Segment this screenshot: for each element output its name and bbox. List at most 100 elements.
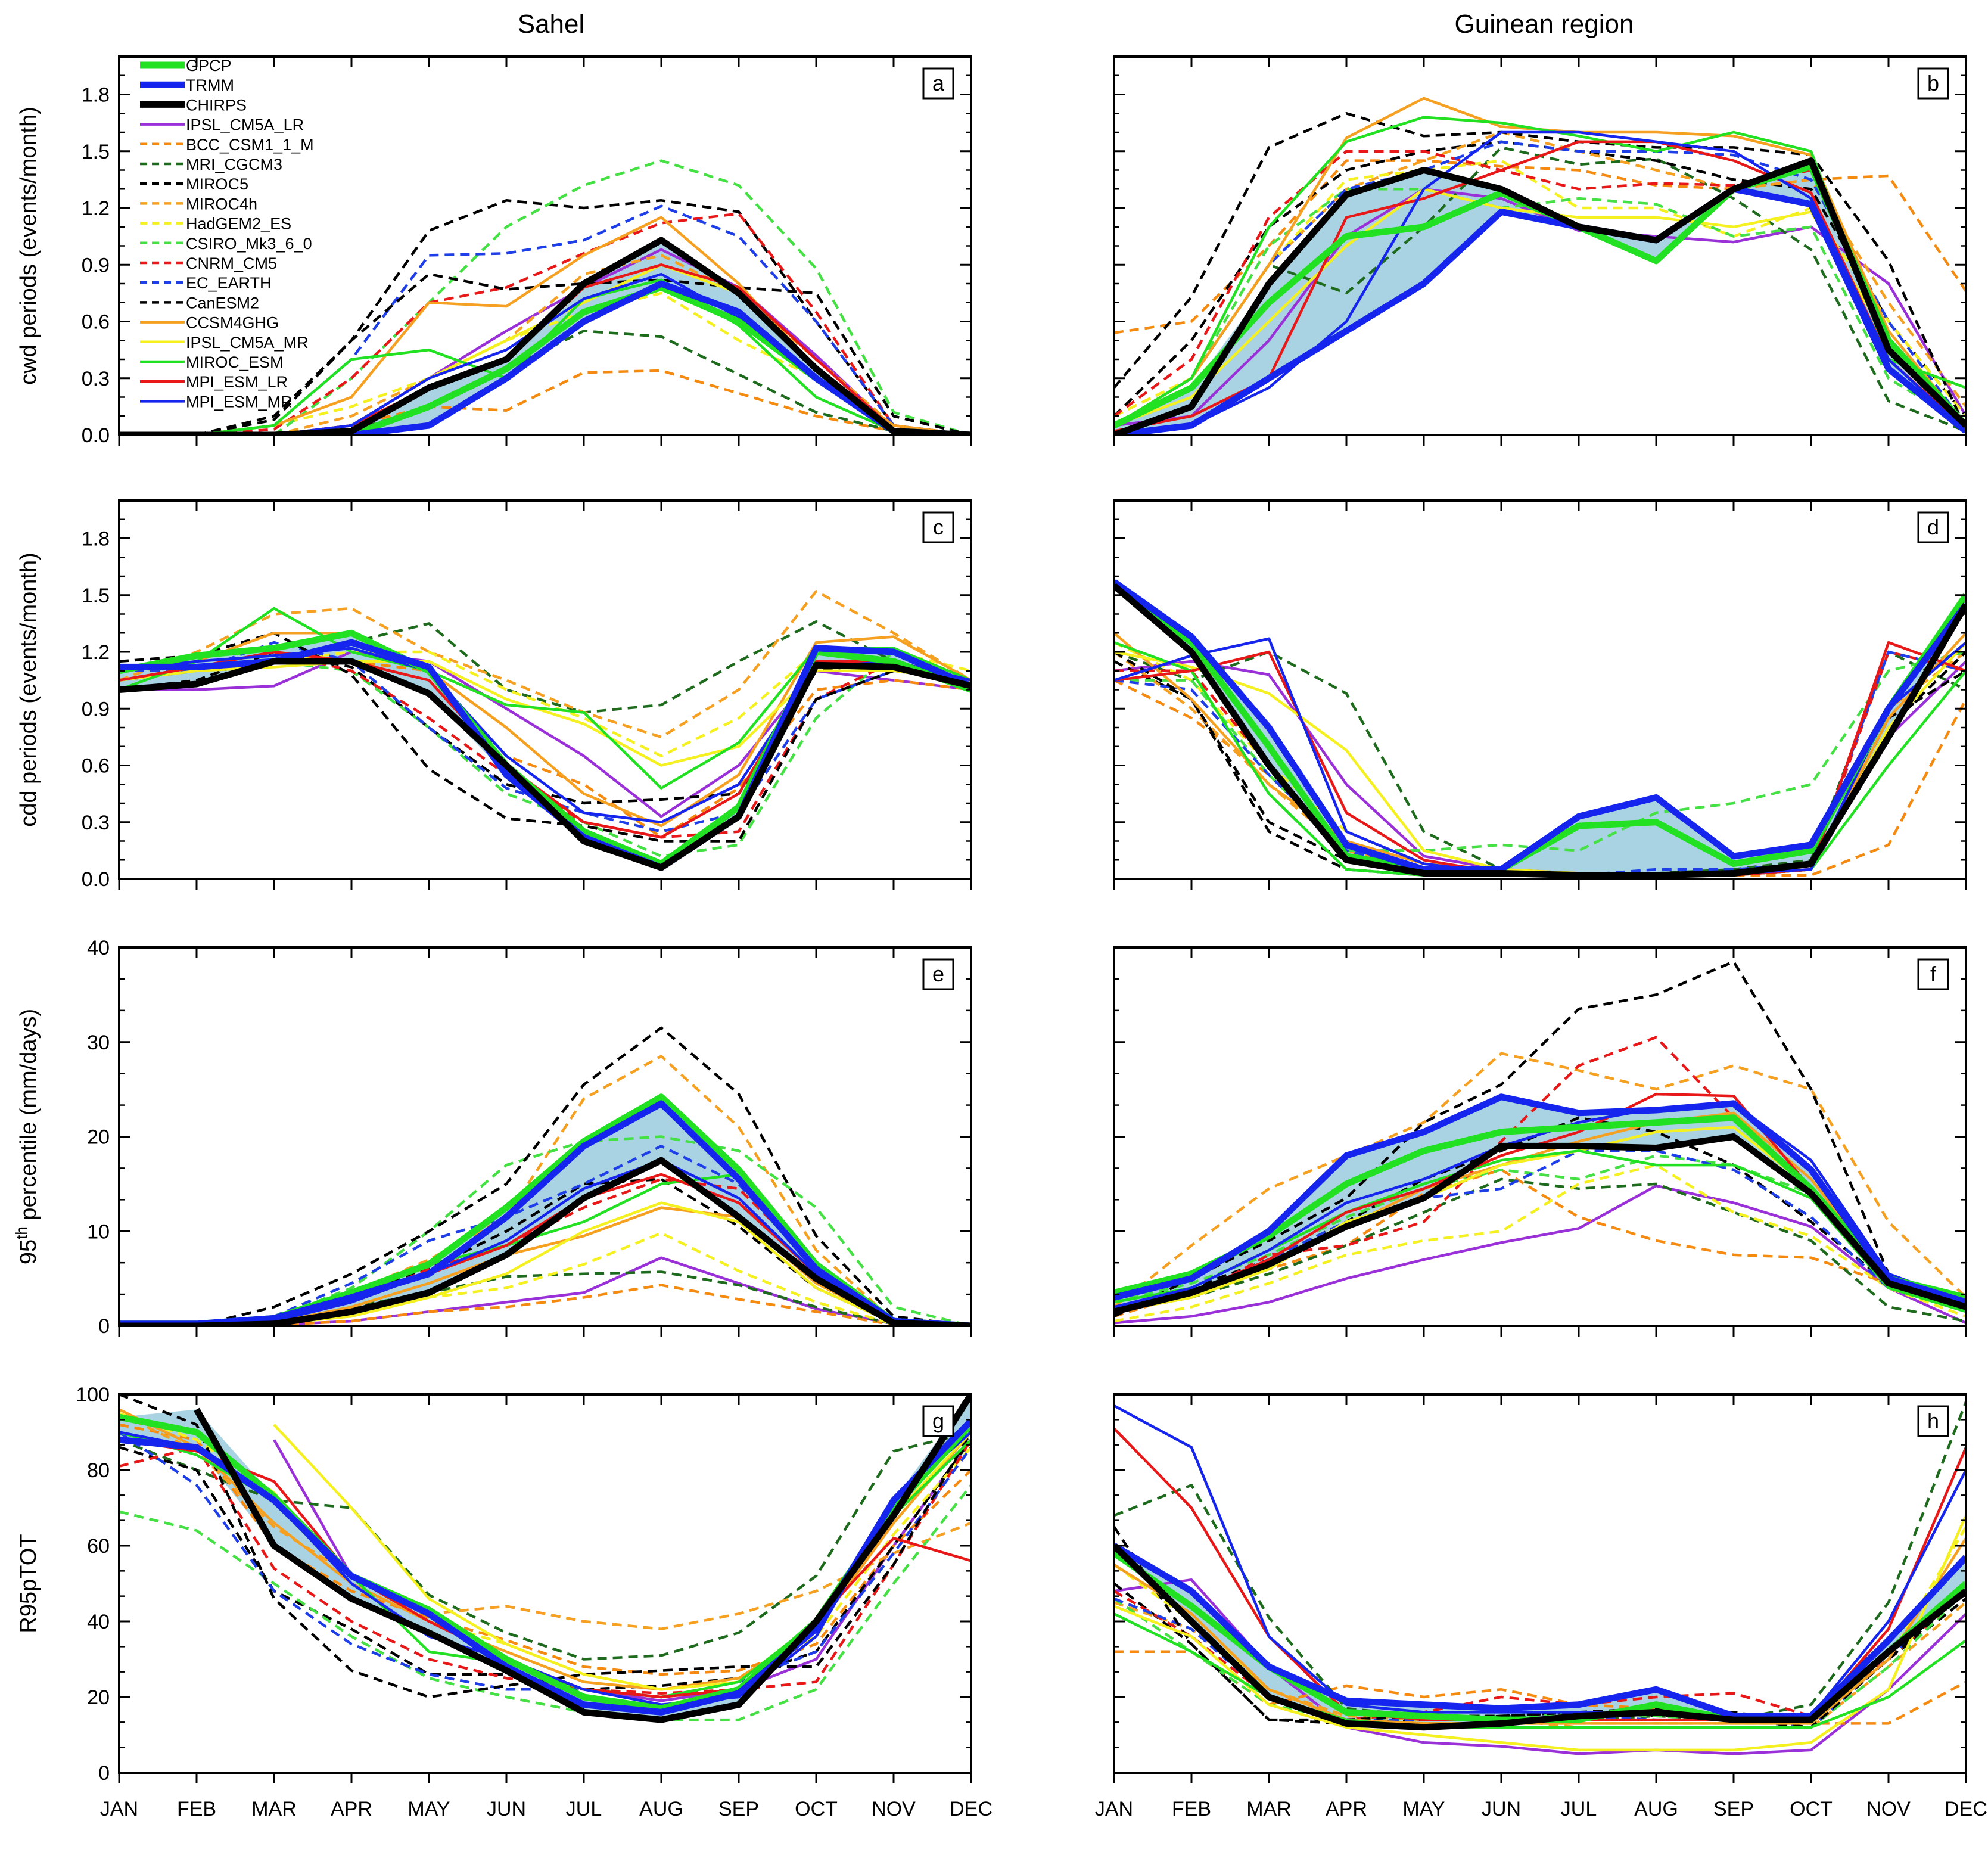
- series-ipsl-cm5a-lr: [119, 650, 971, 818]
- ytick-label: 0.9: [82, 698, 110, 720]
- panel-label: b: [1927, 71, 1939, 95]
- ytick-label: 20: [87, 1686, 110, 1709]
- legend-label-miroc5: MIROC5: [186, 175, 248, 193]
- legend-label-csiro-mk3-6-0: CSIRO_Mk3_6_0: [186, 235, 312, 253]
- xtick-label: SEP: [718, 1798, 759, 1820]
- legend-label-ipsl-cm5a-mr: IPSL_CM5A_MR: [186, 334, 309, 352]
- ylabel: cwd periods (events/month): [16, 107, 41, 385]
- series-canesm2: [1114, 1526, 1966, 1729]
- xtick-label: JAN: [100, 1798, 138, 1820]
- plot-frame: [1113, 1393, 1967, 1774]
- series-gpcp: [119, 629, 971, 868]
- series-trmm: [119, 1100, 971, 1327]
- xtick-label: AUG: [639, 1798, 683, 1820]
- series-ipsl-cm5a-mr: [1114, 1515, 1966, 1752]
- ytick-label: 1.5: [82, 585, 110, 607]
- series-bcc-csm1-1-m: [1114, 159, 1966, 334]
- panel-label-box: [922, 1405, 954, 1437]
- ytick-label: 0.0: [82, 424, 110, 447]
- observation-envelope: [119, 1096, 971, 1326]
- series-ccsm4ghg: [1114, 1537, 1966, 1725]
- panel-d: d: [1113, 499, 1967, 890]
- panel-h: JAN FEB MAR APR MAY JUN JUL AUG SEP OCT NOV DEC h: [1095, 1393, 1987, 1820]
- ylabel: R95pTOT: [16, 1534, 41, 1633]
- series-trmm: [1114, 579, 1966, 873]
- ytick-label: 0: [98, 1315, 110, 1338]
- xtick-label: SEP: [1713, 1798, 1754, 1820]
- xtick-label: MAR: [1246, 1798, 1292, 1820]
- series-trmm: [1114, 185, 1966, 436]
- panel-label: g: [932, 1409, 944, 1433]
- series-mri-cgcm3: [119, 1431, 971, 1661]
- series-chirps: [1114, 157, 1966, 436]
- ytick-label: 30: [87, 1031, 110, 1054]
- series-canesm2: [119, 1026, 971, 1327]
- ytick-label: 60: [87, 1535, 110, 1558]
- series-miroc4h: [1114, 1052, 1966, 1309]
- xtick-label: MAR: [251, 1798, 297, 1820]
- legend-label-cnrm-cm5: CNRM_CM5: [186, 254, 277, 272]
- ylabel: cdd periods (events/month): [16, 552, 41, 826]
- legend-label-ccsm4ghg: CCSM4GHG: [186, 314, 279, 332]
- panel-label-box: [922, 958, 954, 990]
- series-canesm2: [119, 272, 971, 436]
- series-hadgem2-es: [1114, 1163, 1966, 1323]
- panel-label: h: [1927, 1409, 1939, 1433]
- ytick-label: 1.8: [82, 84, 110, 107]
- series-cnrm-cm5: [119, 212, 971, 436]
- ytick-label: 0.3: [82, 812, 110, 834]
- series-mpi-esm-mr: [1114, 1102, 1966, 1309]
- ytick-label: 0.6: [82, 755, 110, 778]
- panel-label-box: [1917, 958, 1949, 990]
- series-chirps: [119, 1157, 971, 1327]
- xtick-label: JAN: [1095, 1798, 1133, 1820]
- series-ccsm4ghg: [119, 632, 971, 828]
- series-csiro-mk3-6-0: [1114, 188, 1966, 427]
- legend-label-bcc-csm1-1-m: BCC_CSM1_1_M: [186, 136, 314, 154]
- xtick-label: FEB: [1172, 1798, 1211, 1820]
- panel-a: 0.0 0.3 0.6 0.9 1.2 1.5 1.8 cwd periods (events…: [16, 55, 972, 447]
- series-miroc4h: [119, 1412, 971, 1630]
- ytick-label: 10: [87, 1220, 110, 1243]
- column-title-guinean: Guinean region: [1455, 10, 1634, 39]
- ylabel: 95th percentile (mm/days): [13, 1009, 41, 1264]
- series-chirps: [1114, 1133, 1966, 1315]
- series-miroc-esm: [1114, 1612, 1966, 1729]
- series-chirps: [194, 1393, 971, 1723]
- series-miroc5: [119, 199, 971, 436]
- xtick-label: DEC: [950, 1798, 993, 1820]
- legend-label-ipsl-cm5a-lr: IPSL_CM5A_LR: [186, 116, 304, 134]
- xtick-label: MAY: [1402, 1798, 1445, 1820]
- legend-label-canesm2: CanESM2: [186, 294, 259, 312]
- xtick-label: JUL: [566, 1798, 602, 1820]
- series-chirps: [1114, 583, 1966, 879]
- xtick-label: FEB: [177, 1798, 216, 1820]
- series-miroc5: [1114, 1116, 1966, 1313]
- legend-label-gpcp: GPCP: [186, 57, 232, 74]
- series-canesm2: [1114, 960, 1966, 1318]
- xtick-label: APR: [331, 1798, 372, 1820]
- panel-label-box: [1917, 1405, 1949, 1437]
- series-miroc5: [1114, 140, 1966, 417]
- series-chirps: [119, 658, 971, 871]
- panel-label-box: [922, 67, 954, 100]
- series-ipsl-cm5a-lr: [1114, 1184, 1966, 1325]
- panel-label-box: [1917, 511, 1949, 543]
- series-miroc4h: [119, 590, 971, 739]
- panel-label: e: [932, 962, 944, 986]
- legend-label-miroc4h: MIROC4h: [186, 195, 257, 213]
- xtick-label: NOV: [872, 1798, 916, 1820]
- series-trmm: [1114, 1543, 1966, 1720]
- panel-b: b: [1113, 55, 1967, 446]
- ytick-label: 0.0: [82, 868, 110, 891]
- panel-label: a: [932, 71, 945, 95]
- ytick-label: 0: [98, 1762, 110, 1785]
- panel-label-box: [1917, 67, 1949, 100]
- legend-label-ec-earth: EC_EARTH: [186, 274, 272, 292]
- xtick-label: AUG: [1634, 1798, 1678, 1820]
- legend-label-trmm: TRMM: [186, 76, 234, 94]
- ytick-label: 0.9: [82, 254, 110, 276]
- panel-label-box: [922, 511, 954, 543]
- ytick-label: 1.2: [82, 641, 110, 664]
